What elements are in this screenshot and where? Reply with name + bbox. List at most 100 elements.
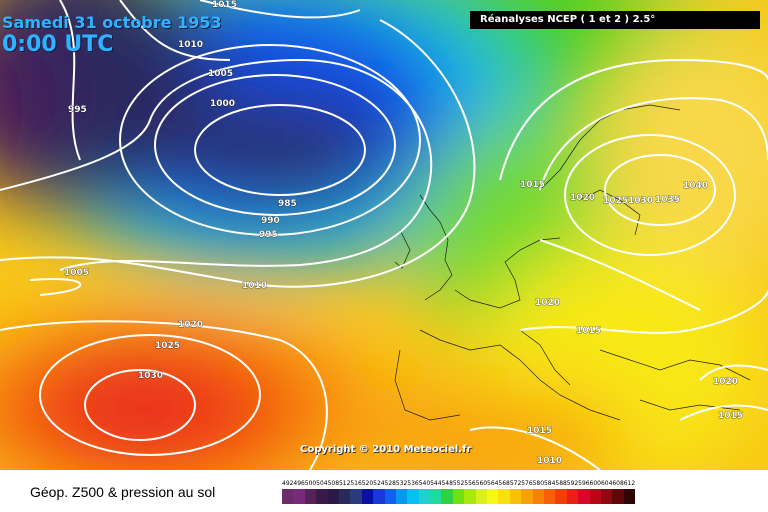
legend-swatch	[452, 489, 465, 504]
isobar-label: 1015	[718, 411, 743, 421]
legend-value: 512	[338, 480, 351, 487]
legend-swatch	[464, 489, 476, 504]
isobar-label: 1015	[520, 180, 545, 190]
legend-swatches	[282, 489, 636, 504]
legend-value: 500	[304, 480, 317, 487]
legend-swatch	[293, 489, 305, 504]
isobar-label: 990	[261, 216, 280, 226]
isobar-label: 1025	[155, 341, 180, 351]
legend-swatch	[373, 489, 385, 504]
isobar-label: 1010	[537, 456, 562, 466]
legend-value: 504	[316, 480, 328, 487]
isobar-label: 1020	[713, 377, 738, 387]
legend-swatch	[578, 489, 590, 504]
legend-swatch	[361, 489, 374, 504]
legend-swatch	[589, 489, 601, 504]
isobar-label: 995	[259, 230, 278, 240]
legend-swatch	[327, 489, 339, 504]
legend-value: 492	[282, 480, 294, 487]
isobar-label: 1015	[212, 0, 237, 10]
legend-value: 604	[600, 480, 613, 487]
isobar-label: 995	[68, 105, 87, 115]
legend-swatch	[566, 489, 579, 504]
isobar-label: 1030	[628, 196, 653, 206]
legend-swatch	[532, 489, 544, 504]
legend-swatch	[395, 489, 408, 504]
legend-value: 540	[418, 480, 431, 487]
isobar-label: 1020	[178, 320, 203, 330]
legend-value: 588	[555, 480, 567, 487]
map-footer: Géop. Z500 & pression au sol 492 496 500 50…	[0, 470, 768, 512]
legend-swatch	[487, 489, 499, 504]
legend-value: 572	[509, 480, 522, 487]
isobar-label: 1015	[527, 426, 552, 436]
isobars	[0, 0, 768, 470]
legend-swatch	[430, 489, 442, 504]
isobar-label: 985	[278, 199, 297, 209]
isobar-labels: 1015 1010 1005 1000 995 985 990 995 1005…	[64, 0, 744, 466]
legend-value: 556	[464, 480, 476, 487]
legend-value: 524	[373, 480, 385, 487]
legend-swatch	[338, 489, 351, 504]
isobar-label: 1020	[570, 193, 595, 203]
map-time: 0:00 UTC	[2, 32, 114, 57]
legend-swatch	[600, 489, 613, 504]
legend-swatch	[475, 489, 488, 504]
isobar-label: 1000	[210, 99, 235, 109]
isobar-label: 1005	[208, 69, 233, 79]
legend-swatch	[612, 489, 624, 504]
isobar-label: 1030	[138, 371, 163, 381]
legend-value: 516	[350, 480, 362, 487]
legend-values: 492 496 500 504 508 512 516 520 524 528 532 536 540 5…	[282, 479, 635, 488]
legend-swatch	[498, 489, 510, 504]
legend-swatch	[441, 489, 453, 504]
weather-map: 1015 1010 1005 1000 995 985 990 995 1005…	[0, 0, 768, 470]
coastlines	[394, 104, 751, 421]
legend-swatch	[407, 489, 419, 504]
geopotential-field	[0, 0, 768, 470]
legend-value: 496	[293, 480, 305, 487]
legend-value: 508	[327, 480, 340, 487]
legend-value: 544	[430, 480, 442, 487]
legend-value: 520	[361, 480, 374, 487]
legend-value: 552	[452, 480, 465, 487]
legend-value: 536	[407, 480, 419, 487]
legend-swatch	[543, 489, 556, 504]
legend-value: 528	[384, 480, 396, 487]
legend-value: 564	[487, 480, 499, 487]
legend-value: 612	[623, 480, 636, 487]
isobar-label: 1010	[242, 281, 267, 291]
isobar-label: 1015	[576, 326, 601, 336]
isobar-label: 1005	[64, 268, 89, 278]
data-source-label: Réanalyses NCEP ( 1 et 2 ) 2.5°	[470, 11, 760, 29]
color-legend: 492 496 500 504 508 512 516 520 524 528 532 536 540 5…	[282, 479, 635, 504]
legend-swatch	[509, 489, 522, 504]
legend-swatch	[304, 489, 317, 504]
isobar-label: 1035	[655, 195, 680, 205]
legend-value: 592	[566, 480, 579, 487]
legend-value: 584	[543, 480, 556, 487]
legend-value: 600	[589, 480, 601, 487]
legend-value: 580	[532, 480, 545, 487]
legend-value: 560	[475, 480, 488, 487]
isobar-label: 1040	[683, 181, 708, 191]
legend-value: 576	[521, 480, 533, 487]
map-date: Samedi 31 octobre 1953	[2, 13, 222, 32]
legend-value: 596	[578, 480, 590, 487]
isobar-label: 1020	[535, 298, 560, 308]
legend-swatch	[350, 489, 362, 504]
legend-swatch	[623, 489, 636, 504]
legend-value: 532	[395, 480, 408, 487]
legend-swatch	[384, 489, 396, 504]
map-title: Géop. Z500 & pression au sol	[30, 484, 216, 500]
pressure-chart: 1015 1010 1005 1000 995 985 990 995 1005…	[0, 0, 768, 470]
legend-value: 548	[441, 480, 453, 487]
legend-swatch	[418, 489, 431, 504]
legend-value: 608	[612, 480, 624, 487]
legend-swatch	[555, 489, 567, 504]
legend-swatch	[316, 489, 328, 504]
legend-value: 568	[498, 480, 510, 487]
legend-swatch	[282, 489, 294, 504]
legend-swatch	[521, 489, 533, 504]
isobar-label: 1025	[603, 196, 628, 206]
